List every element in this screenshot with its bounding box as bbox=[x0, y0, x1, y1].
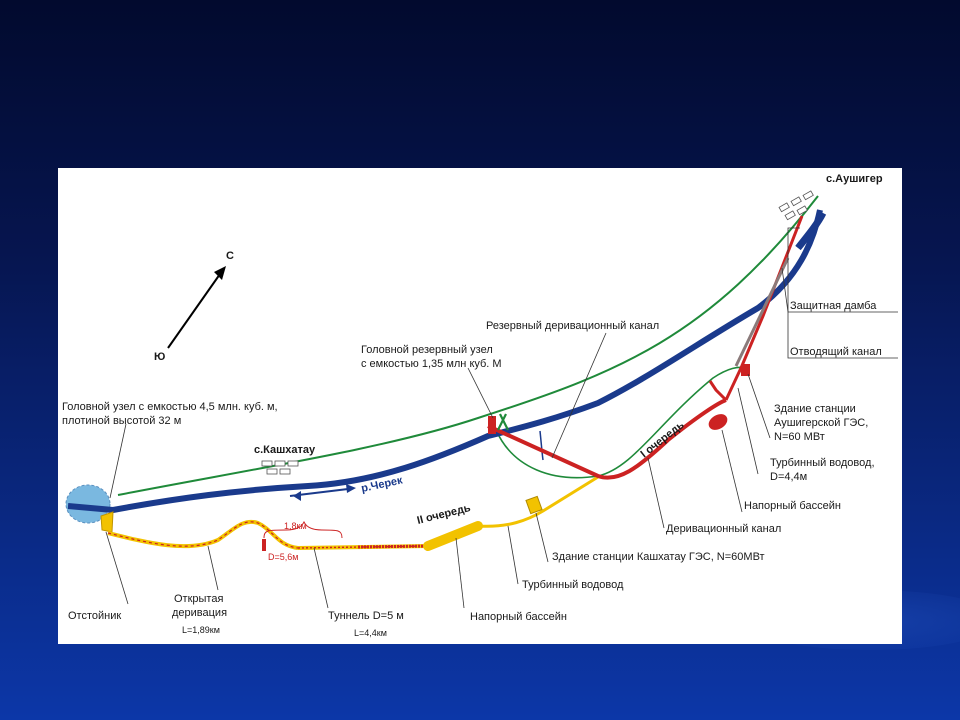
stage1-derivation-canal bbox=[487, 398, 727, 480]
reserve-node-marker bbox=[497, 413, 509, 431]
kashkhatau-village-marker bbox=[261, 460, 299, 475]
stage2-pressure-basin bbox=[423, 521, 483, 551]
leader-kash-station bbox=[535, 512, 549, 563]
reserve-branch-line bbox=[539, 430, 544, 461]
label-reserve-node-2: с емкостью 1,35 млн куб. М bbox=[361, 358, 502, 370]
segment-marker bbox=[262, 539, 266, 551]
label-outlet-canal: Отводящий канал bbox=[790, 346, 882, 358]
label-tunnel: Туннель D=5 м bbox=[328, 610, 404, 622]
river-flow-tail bbox=[293, 491, 301, 501]
label-aush-station-2: Аушигерской ГЭС, bbox=[774, 417, 868, 429]
label-reserve-canal: Резервный деривационный канал bbox=[486, 320, 659, 332]
leader-derivation-canal bbox=[647, 457, 665, 529]
aush-station-block bbox=[741, 364, 750, 376]
label-pressure-basin-1: Напорный бассейн bbox=[744, 500, 841, 512]
label-stage-2: II очередь bbox=[416, 502, 472, 527]
compass-arrowhead bbox=[214, 266, 226, 280]
label-aush-station-1: Здание станции bbox=[774, 403, 856, 415]
river-upper-branch bbox=[795, 211, 827, 251]
leader-settler bbox=[105, 531, 129, 605]
compass-south: Ю bbox=[154, 351, 165, 363]
stage2-tunnel-red bbox=[357, 544, 431, 549]
label-turbine-conduit-1: Турбинный водовод, bbox=[770, 457, 875, 469]
hydro-scheme-diagram: С Ю с.Аушигер с.Кашхатау р.Черек Головно… bbox=[62, 173, 898, 638]
label-aush-station-3: N=60 МВт bbox=[774, 431, 825, 443]
label-protective-dam: Защитная дамба bbox=[790, 300, 877, 312]
label-ausheger-village: с.Аушигер bbox=[826, 173, 883, 185]
stage2-conduit bbox=[477, 475, 599, 528]
reserve-loop-line bbox=[495, 366, 749, 479]
stage2-open-derivation-dash bbox=[107, 521, 299, 549]
leader-aush-station bbox=[747, 373, 771, 439]
label-open-derivation-1: Открытая bbox=[174, 593, 223, 605]
segment-brace bbox=[263, 520, 343, 539]
leader-tunnel bbox=[313, 547, 329, 609]
label-segment-length: 1,8км bbox=[284, 521, 307, 531]
leader-reserve-node bbox=[467, 367, 494, 419]
leader-reserve-canal bbox=[551, 332, 607, 459]
label-turbine-conduit-1b: D=4,4м bbox=[770, 471, 807, 483]
river-line bbox=[67, 209, 823, 513]
compass-line bbox=[167, 273, 221, 349]
leader-pressure-basin-2 bbox=[455, 537, 465, 609]
stage1-pressure-basin bbox=[708, 414, 728, 430]
reservoir bbox=[65, 484, 111, 524]
label-tunnel-length: L=4,4км bbox=[354, 628, 387, 638]
leader-turbine-conduit-2 bbox=[507, 525, 519, 585]
leader-open-derivation bbox=[207, 545, 219, 591]
settler bbox=[100, 511, 114, 533]
label-kash-station: Здание станции Кашхатау ГЭС, N=60МВт bbox=[552, 551, 765, 563]
label-reserve-node: Головной резервный узел bbox=[361, 344, 493, 356]
label-head-node-2: плотиной высотой 32 м bbox=[62, 415, 181, 427]
label-pressure-basin-2: Напорный бассейн bbox=[470, 611, 567, 623]
ausheger-village-marker bbox=[778, 190, 814, 221]
label-settler: Отстойник bbox=[68, 610, 121, 622]
stage1-conduit bbox=[708, 380, 728, 402]
leader-pressure-basin-1 bbox=[721, 429, 743, 513]
leader-head-node bbox=[109, 423, 127, 499]
reserve-head-block bbox=[488, 416, 496, 434]
label-derivation-canal: Деривационный канал bbox=[666, 523, 781, 535]
protective-dam bbox=[734, 257, 790, 367]
compass-north: С bbox=[226, 250, 234, 262]
label-open-derivation-2: деривация bbox=[172, 607, 227, 619]
label-kashkhatau-village: с.Кашхатау bbox=[254, 444, 316, 456]
label-segment-diameter: D=5,6м bbox=[268, 552, 298, 562]
label-turbine-conduit-2: Турбинный водовод bbox=[522, 579, 624, 591]
kash-station-block bbox=[525, 495, 543, 515]
label-head-node: Головной узел с емкостью 4,5 млн. куб. м… bbox=[62, 401, 278, 413]
leader-turbine-conduit-1 bbox=[737, 387, 759, 475]
river-flow-arrowhead bbox=[346, 484, 356, 493]
road-line bbox=[117, 195, 819, 496]
leader-outlet-canal bbox=[787, 227, 898, 359]
label-open-derivation-length: L=1,89км bbox=[182, 625, 220, 635]
diagram-panel: С Ю с.Аушигер с.Кашхатау р.Черек Головно… bbox=[58, 168, 902, 644]
